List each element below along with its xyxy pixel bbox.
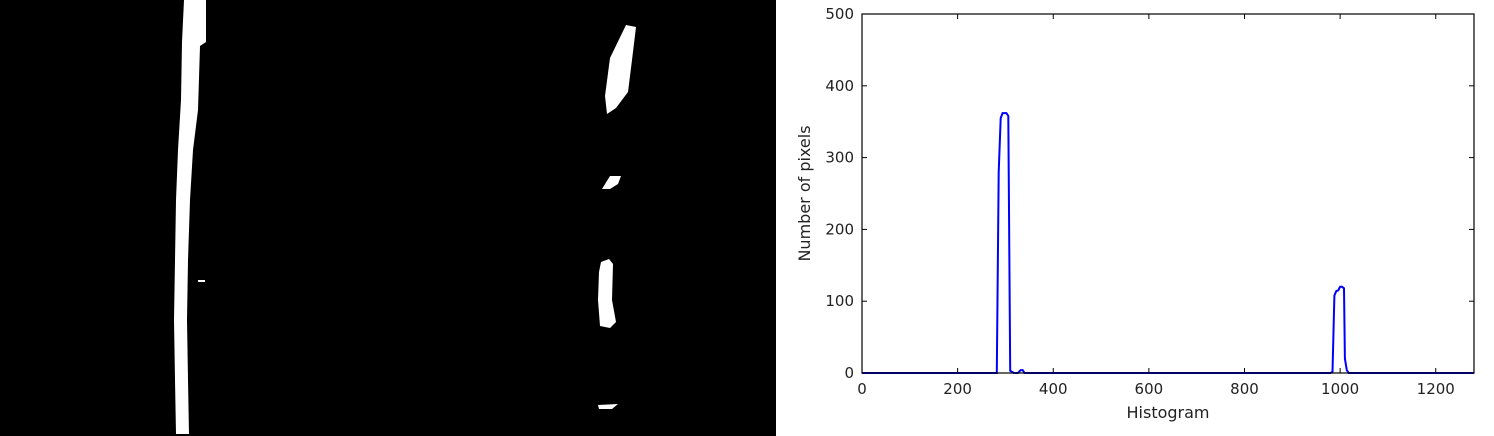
right-lane-dash-3 — [598, 259, 616, 328]
x-tick-label: 1200 — [1417, 380, 1455, 398]
x-tick-label: 1000 — [1321, 380, 1359, 398]
y-axis-label: Number of pixels — [795, 125, 814, 261]
x-tick-label: 600 — [1135, 380, 1164, 398]
y-tick-label: 0 — [844, 364, 854, 382]
y-tick-label: 100 — [825, 292, 854, 310]
y-tick-label: 400 — [825, 77, 854, 95]
histogram-line — [862, 112, 1474, 374]
y-tick-label: 200 — [825, 220, 854, 238]
binary-background — [0, 0, 776, 436]
x-tick-label: 400 — [1039, 380, 1068, 398]
y-tick-label: 300 — [825, 149, 854, 167]
binary-image-canvas — [0, 0, 776, 436]
binary-warped-image — [0, 0, 776, 436]
y-tick-label: 500 — [825, 5, 854, 23]
right-lane-dash-4 — [598, 404, 618, 409]
x-tick-label: 800 — [1230, 380, 1259, 398]
plot-area-frame — [861, 13, 1475, 374]
histogram-chart: 0 200 400 600 800 1000 1200 0 100 200 300 400 500 Hi… — [776, 0, 1494, 436]
right-lane-dash-1 — [605, 25, 636, 114]
x-tick-label: 200 — [943, 380, 972, 398]
right-lane-dash-2 — [602, 176, 621, 189]
left-lane-speck — [198, 280, 205, 282]
histogram-svg: 0 200 400 600 800 1000 1200 0 100 200 300 400 500 Hi… — [795, 5, 1475, 422]
left-lane-line — [174, 0, 206, 434]
x-tick-label: 0 — [857, 380, 867, 398]
x-axis-label: Histogram — [1127, 403, 1210, 422]
ticks-layer: 0 200 400 600 800 1000 1200 0 100 200 300 400 500 — [825, 5, 1474, 398]
